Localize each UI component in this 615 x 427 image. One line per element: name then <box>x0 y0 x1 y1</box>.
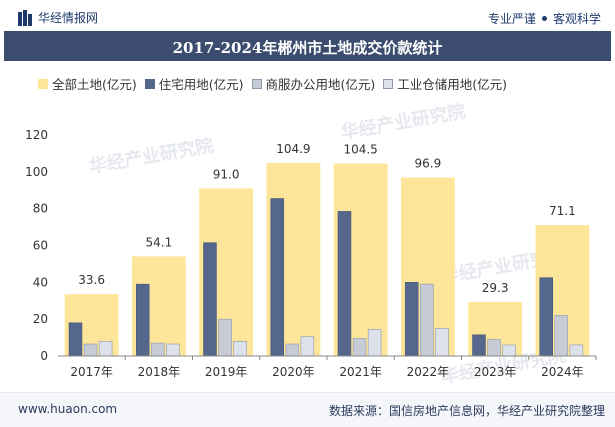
bar-series-2-7 <box>554 315 569 357</box>
tagline-dot-icon <box>541 16 547 21</box>
bar-series-3-1 <box>166 343 180 357</box>
x-tick-label: 2024年 <box>541 365 584 379</box>
bar-series-1-6 <box>472 334 486 357</box>
legend-swatch-all-land <box>38 78 48 89</box>
footer-source: 数据来源：国信房地产信息网，华经产业研究院整理 <box>328 404 605 418</box>
title-bar: 2017-2024年郴州市土地成交价款统计 <box>4 31 611 61</box>
footer: www.huaon.com 数据来源：国信房地产信息网，华经产业研究院整理 <box>0 392 615 427</box>
brand[interactable]: 华经情报网 <box>18 9 98 26</box>
y-tick-label: 40 <box>33 275 48 289</box>
bar-series-1-7 <box>539 277 553 357</box>
bar-series-2-1 <box>151 342 165 357</box>
legend-swatch-residential <box>144 78 155 89</box>
y-tick-label: 20 <box>33 312 48 326</box>
chart-title: 2017-2024年郴州市土地成交价款统计 <box>172 39 443 57</box>
x-tick-label: 2023年 <box>474 365 517 379</box>
bar-series-3-3 <box>300 336 315 357</box>
legend-item-all-land: 全部土地(亿元) <box>38 74 137 93</box>
chart-legend: 全部土地(亿元) 住宅用地(亿元) 商服办公用地(亿元) 工业仓储用地(亿元) <box>38 74 507 93</box>
bar-series-3-6 <box>502 344 516 357</box>
legend-label-residential: 住宅用地(亿元) <box>158 77 244 92</box>
tagline-right: 客观科学 <box>552 12 601 26</box>
x-axis: 2017年 2018年 2019年 2020年 2021年 2022年 2023年 2024年 <box>58 355 597 379</box>
y-tick-label: 80 <box>33 202 48 216</box>
y-axis: 0 20 40 60 80 100 120 <box>25 128 48 363</box>
data-label: 104.5 <box>343 143 377 157</box>
data-label: 91.0 <box>213 167 240 181</box>
x-tick-label: 2018年 <box>138 365 181 379</box>
bar-series-3-2 <box>233 340 247 357</box>
legend-item-industrial: 工业仓储用地(亿元) <box>383 74 507 93</box>
bar-series-1-5 <box>404 282 419 357</box>
bar-series-1-2 <box>203 242 217 357</box>
bar-series-3-4 <box>367 328 382 357</box>
data-label: 96.9 <box>415 157 442 171</box>
x-tick-label: 2017年 <box>70 365 113 379</box>
data-label: 104.9 <box>276 142 310 156</box>
data-label: 33.6 <box>78 273 105 287</box>
legend-label-commercial: 商服办公用地(亿元) <box>265 77 376 92</box>
footer-website-link[interactable]: www.huaon.com <box>18 402 118 416</box>
y-tick-label: 60 <box>33 239 48 253</box>
bar-series-2-4 <box>352 338 367 357</box>
legend-item-commercial: 商服办公用地(亿元) <box>251 74 376 93</box>
x-tick-label: 2022年 <box>407 365 450 379</box>
legend-swatch-commercial <box>251 78 262 89</box>
bar-series-3-5 <box>435 328 449 357</box>
legend-swatch-industrial <box>383 78 394 89</box>
tagline-left: 专业严谨 <box>487 12 536 26</box>
y-tick-label: 100 <box>25 165 48 179</box>
x-tick-label: 2019年 <box>205 365 248 379</box>
y-tick-label: 0 <box>40 349 48 363</box>
bar-series-2-6 <box>487 339 501 357</box>
bar-series-3-7 <box>569 344 584 357</box>
brand-logo-icon <box>18 9 32 26</box>
legend-item-residential: 住宅用地(亿元) <box>144 74 244 93</box>
bar-series-2-0 <box>83 343 98 357</box>
bar-series-2-3 <box>285 343 300 357</box>
legend-label-industrial: 工业仓储用地(亿元) <box>397 77 508 92</box>
y-tick-label: 120 <box>25 128 48 142</box>
brand-name: 华经情报网 <box>38 11 99 25</box>
bar-series-1-4 <box>337 211 352 357</box>
bar-series-1-1 <box>135 283 150 357</box>
bar-group: 33.6 54.1 91.0 104.9 104.5 96.9 29.3 71.1 <box>64 142 590 357</box>
bar-series-1-0 <box>68 322 83 357</box>
legend-label-all-land: 全部土地(亿元) <box>52 77 137 92</box>
data-label: 71.1 <box>549 204 576 218</box>
bar-series-2-5 <box>420 283 434 357</box>
x-tick-label: 2020年 <box>272 365 315 379</box>
top-bar: 华经情报网 专业严谨 客观科学 <box>0 0 615 36</box>
data-label: 29.3 <box>482 281 509 295</box>
data-label: 54.1 <box>146 235 173 249</box>
bar-series-3-0 <box>98 340 113 357</box>
tagline: 专业严谨 客观科学 <box>488 10 601 27</box>
x-tick-label: 2021年 <box>339 365 382 379</box>
bar-series-1-3 <box>270 198 284 357</box>
bar-series-2-2 <box>218 318 232 357</box>
